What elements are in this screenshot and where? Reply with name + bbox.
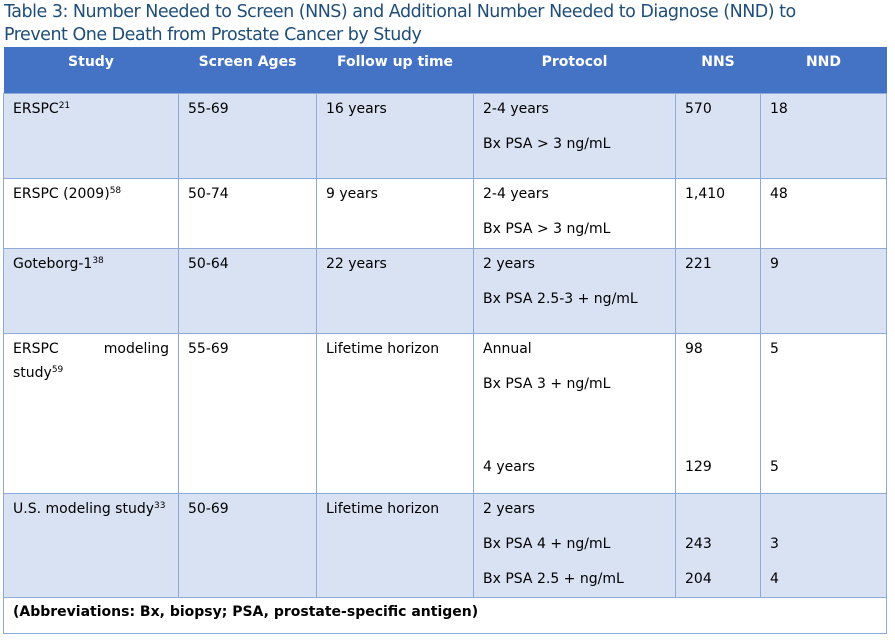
cell-nns: 243 204 (675, 492, 761, 598)
cell-nnd: 5 5 (760, 332, 887, 494)
table-row: ERSPC modeling study59 55-69 Lifetime ho… (3, 332, 887, 494)
cell-follow-up: Lifetime horizon (316, 332, 474, 494)
cell-protocol: 2 years Bx PSA 2.5-3 + ng/mL (473, 247, 676, 334)
cell-study: ERSPC modeling study59 (3, 332, 179, 494)
reference-superscript: 21 (58, 100, 71, 111)
cell-follow-up: 9 years (316, 177, 474, 249)
abbreviations-footnote: (Abbreviations: Bx, biopsy; PSA, prostat… (3, 596, 887, 634)
cell-study: Goteborg-138 (3, 247, 179, 334)
cell-nnd: 9 (760, 247, 887, 334)
cell-screen-ages: 50-69 (178, 492, 317, 598)
cell-study: ERSPC21 (3, 92, 179, 179)
cell-nns: 1,410 (675, 177, 761, 249)
header-follow-up-time: Follow up time (316, 47, 474, 93)
reference-superscript: 33 (154, 500, 166, 511)
caption-line-2: Prevent One Death from Prostate Cancer b… (4, 25, 422, 45)
table-row: ERSPC (2009)58 50-74 9 years 2-4 years B… (3, 177, 887, 249)
cell-study: U.S. modeling study33 (3, 492, 179, 598)
caption-line-1: Table 3: Number Needed to Screen (NNS) a… (4, 2, 796, 22)
cell-protocol: 2 years Bx PSA 4 + ng/mL Bx PSA 2.5 + ng… (473, 492, 676, 598)
cell-study: ERSPC (2009)58 (3, 177, 179, 249)
header-row: Study Screen Ages Follow up time Protoco… (3, 47, 887, 93)
table-row: ERSPC21 55-69 16 years 2-4 years Bx PSA … (3, 92, 887, 179)
cell-follow-up: 22 years (316, 247, 474, 334)
header-screen-ages: Screen Ages (178, 47, 317, 93)
nns-nnd-table: Study Screen Ages Follow up time Protoco… (3, 47, 887, 634)
cell-follow-up: Lifetime horizon (316, 492, 474, 598)
cell-nns: 98 129 (675, 332, 761, 494)
cell-screen-ages: 50-74 (178, 177, 317, 249)
cell-nnd: 3 4 (760, 492, 887, 598)
cell-screen-ages: 50-64 (178, 247, 317, 334)
cell-protocol: 2-4 years Bx PSA > 3 ng/mL (473, 92, 676, 179)
cell-protocol: Annual Bx PSA 3 + ng/mL 4 years (473, 332, 676, 494)
header-nnd: NND (760, 47, 887, 93)
header-protocol: Protocol (473, 47, 676, 93)
footnote-row: (Abbreviations: Bx, biopsy; PSA, prostat… (3, 596, 887, 634)
reference-superscript: 59 (51, 364, 64, 375)
header-study: Study (3, 47, 179, 93)
cell-screen-ages: 55-69 (178, 332, 317, 494)
cell-nnd: 18 (760, 92, 887, 179)
header-nns: NNS (675, 47, 761, 93)
cell-nns: 570 (675, 92, 761, 179)
cell-protocol: 2-4 years Bx PSA > 3 ng/mL (473, 177, 676, 249)
table-caption: Table 3: Number Needed to Screen (NNS) a… (4, 1, 884, 47)
cell-follow-up: 16 years (316, 92, 474, 179)
cell-nns: 221 (675, 247, 761, 334)
reference-superscript: 58 (109, 185, 122, 196)
table-row: Goteborg-138 50-64 22 years 2 years Bx P… (3, 247, 887, 334)
reference-superscript: 38 (92, 255, 104, 266)
cell-nnd: 48 (760, 177, 887, 249)
cell-screen-ages: 55-69 (178, 92, 317, 179)
table-row: U.S. modeling study33 50-69 Lifetime hor… (3, 492, 887, 598)
